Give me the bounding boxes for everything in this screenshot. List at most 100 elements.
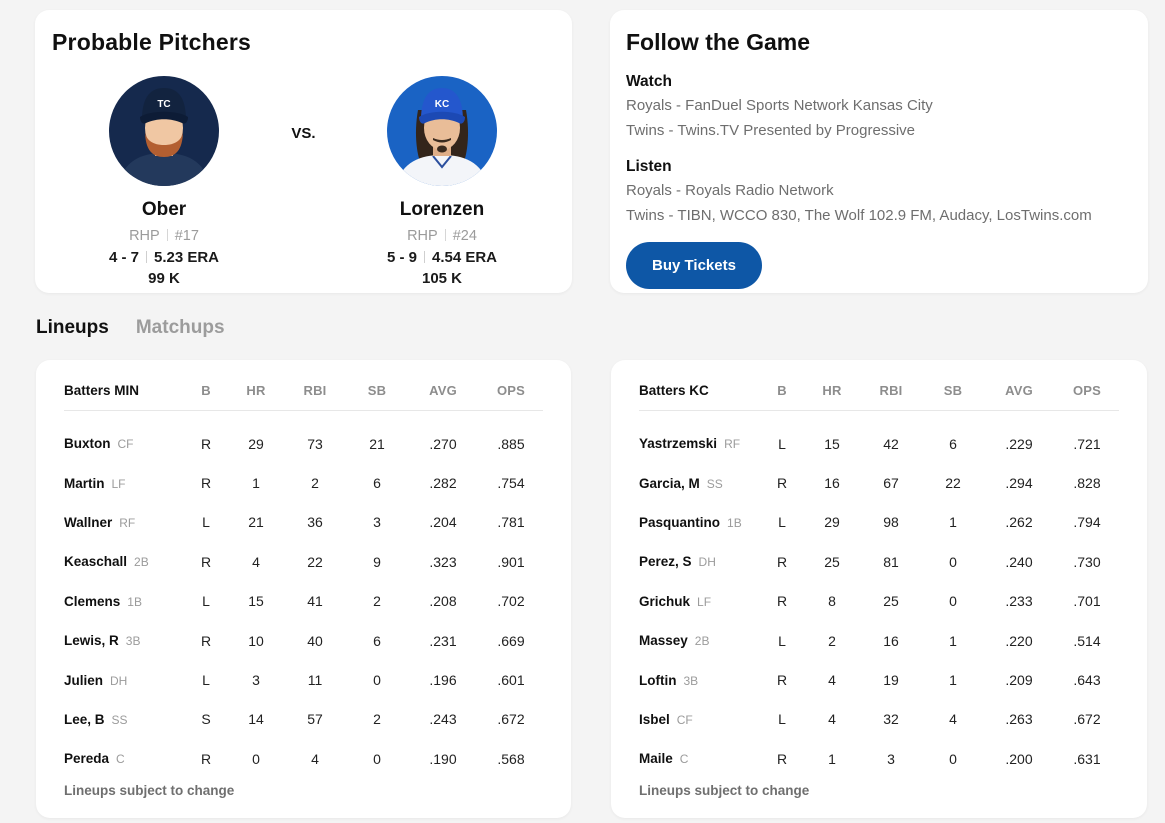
stat-hr: 4 <box>828 711 836 728</box>
stat-bats: R <box>200 435 212 452</box>
away-pitcher-record: 4 - 7 <box>108 249 139 266</box>
stat-hr: 29 <box>248 435 264 452</box>
batter-name[interactable]: Buxton <box>64 436 111 452</box>
batter-name[interactable]: Maile <box>639 751 673 767</box>
stat-ops: .568 <box>497 750 525 767</box>
batter-name[interactable]: Clemens <box>64 593 121 609</box>
stat-rbi: 36 <box>307 514 323 531</box>
stat-ops: .672 <box>1073 711 1101 728</box>
stat-sb: 0 <box>949 553 957 570</box>
column-header-sb: SB <box>943 382 963 398</box>
stat-hr: 10 <box>248 632 264 649</box>
away-pitcher-strikeouts: 99 K <box>148 270 180 287</box>
batter-name[interactable]: Massey <box>639 633 688 649</box>
batter-row: Wallner RF L 21 36 3 .204 .781 <box>64 503 543 542</box>
batter-name[interactable]: Perez, S <box>639 554 692 570</box>
batter-name[interactable]: Isbel <box>639 711 670 727</box>
home-pitcher-strikeouts: 105 K <box>421 270 463 287</box>
batter-name[interactable]: Lee, B <box>64 711 105 727</box>
stat-bats: L <box>778 632 786 649</box>
stat-rbi: 81 <box>883 553 899 570</box>
stat-avg: .204 <box>429 514 457 531</box>
batter-position: 3B <box>125 634 141 649</box>
stat-bats: R <box>200 632 212 649</box>
stat-hr: 14 <box>248 711 264 728</box>
stat-rbi: 98 <box>883 514 899 531</box>
stat-bats: R <box>776 593 788 610</box>
batter-row: Lee, B SS S 14 57 2 .243 .672 <box>64 700 543 739</box>
column-header-avg: AVG <box>429 382 457 398</box>
away-pitcher-name[interactable]: Ober <box>141 199 187 220</box>
stat-hr: 16 <box>824 475 840 492</box>
batter-name[interactable]: Julien <box>64 672 104 688</box>
stat-sb: 3 <box>373 514 381 531</box>
batter-name[interactable]: Garcia, M <box>639 475 700 491</box>
stat-rbi: 4 <box>311 750 319 767</box>
home-pitcher: KC Lorenzen RHP #24 5 - 9 4.54 ERA 105 K <box>347 76 537 287</box>
tab-lineups[interactable]: Lineups <box>36 317 109 338</box>
stat-sb: 1 <box>949 672 957 689</box>
column-header-sb: SB <box>367 382 387 398</box>
lineups-footnote-kc: Lineups subject to change <box>639 782 810 798</box>
buy-tickets-button[interactable]: Buy Tickets <box>626 242 762 289</box>
stat-avg: .243 <box>429 711 457 728</box>
stat-rbi: 32 <box>883 711 899 728</box>
listen-line-royals: Royals - Royals Radio Network <box>626 182 834 199</box>
stat-ops: .702 <box>497 593 525 610</box>
batter-row: Grichuk LF R 8 25 0 .233 .701 <box>639 582 1119 621</box>
stat-sb: 4 <box>949 711 957 728</box>
watch-line-royals: Royals - FanDuel Sports Network Kansas C… <box>626 97 933 114</box>
probable-pitchers-title: Probable Pitchers <box>52 29 251 55</box>
tab-matchups[interactable]: Matchups <box>135 317 225 338</box>
listen-line-twins: Twins - TIBN, WCCO 830, The Wolf 102.9 F… <box>626 207 1092 224</box>
stat-rbi: 67 <box>883 475 899 492</box>
home-pitcher-handedness-line: RHP #24 <box>347 228 537 244</box>
stat-sb: 1 <box>949 632 957 649</box>
stat-avg: .270 <box>429 435 457 452</box>
table-title-min: Batters MIN <box>64 382 140 398</box>
away-cap-logo: TC <box>157 99 170 110</box>
stat-bats: L <box>202 672 210 689</box>
stat-hr: 4 <box>252 553 260 570</box>
batter-position: LF <box>111 476 126 491</box>
batter-name[interactable]: Loftin <box>639 672 677 688</box>
separator <box>145 251 147 263</box>
stat-avg: .231 <box>429 632 457 649</box>
batter-name[interactable]: Wallner <box>64 514 113 530</box>
stat-rbi: 11 <box>307 672 323 689</box>
batter-row: Pereda C R 0 4 0 .190 .568 <box>64 739 543 778</box>
batter-position: DH <box>698 555 716 570</box>
stat-avg: .282 <box>429 475 457 492</box>
batter-name[interactable]: Lewis, R <box>64 633 119 649</box>
column-header-avg: AVG <box>1005 382 1033 398</box>
stat-rbi: 41 <box>307 593 323 610</box>
stat-hr: 3 <box>252 672 260 689</box>
stat-rbi: 73 <box>307 435 323 452</box>
column-header-rbi: RBI <box>303 382 327 398</box>
stat-bats: L <box>778 435 786 452</box>
batter-row: Clemens 1B L 15 41 2 .208 .702 <box>64 582 543 621</box>
stat-sb: 2 <box>373 593 381 610</box>
stat-ops: .730 <box>1073 553 1101 570</box>
batter-position: 2B <box>694 634 710 649</box>
vs-label: VS. <box>291 125 316 142</box>
stat-sb: 0 <box>949 593 957 610</box>
stat-sb: 1 <box>949 514 957 531</box>
stat-avg: .294 <box>1005 475 1033 492</box>
batter-name[interactable]: Pasquantino <box>639 514 721 530</box>
column-header-b: B <box>201 382 211 398</box>
batter-name[interactable]: Martin <box>64 475 105 491</box>
batter-name[interactable]: Grichuk <box>639 593 691 609</box>
batter-name[interactable]: Keaschall <box>64 554 128 570</box>
stat-avg: .220 <box>1005 632 1033 649</box>
home-pitcher-record: 5 - 9 <box>386 249 417 266</box>
batter-name[interactable]: Pereda <box>64 751 110 767</box>
stat-sb: 6 <box>949 435 957 452</box>
stat-rbi: 57 <box>307 711 323 728</box>
away-pitcher-record-line: 4 - 7 5.23 ERA <box>69 249 259 266</box>
stat-sb: 2 <box>373 711 381 728</box>
batter-name[interactable]: Yastrzemski <box>639 436 718 452</box>
batter-row: Garcia, M SS R 16 67 22 .294 .828 <box>639 463 1119 502</box>
home-pitcher-name[interactable]: Lorenzen <box>399 199 485 220</box>
stat-sb: 0 <box>373 672 381 689</box>
